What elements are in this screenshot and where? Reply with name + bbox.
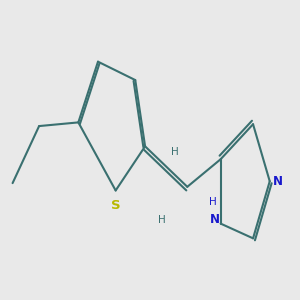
Text: N: N [210, 213, 220, 226]
Text: S: S [111, 199, 121, 212]
Text: H: H [158, 215, 166, 225]
Text: H: H [171, 147, 178, 157]
Text: H: H [209, 196, 217, 206]
Text: N: N [273, 175, 283, 188]
